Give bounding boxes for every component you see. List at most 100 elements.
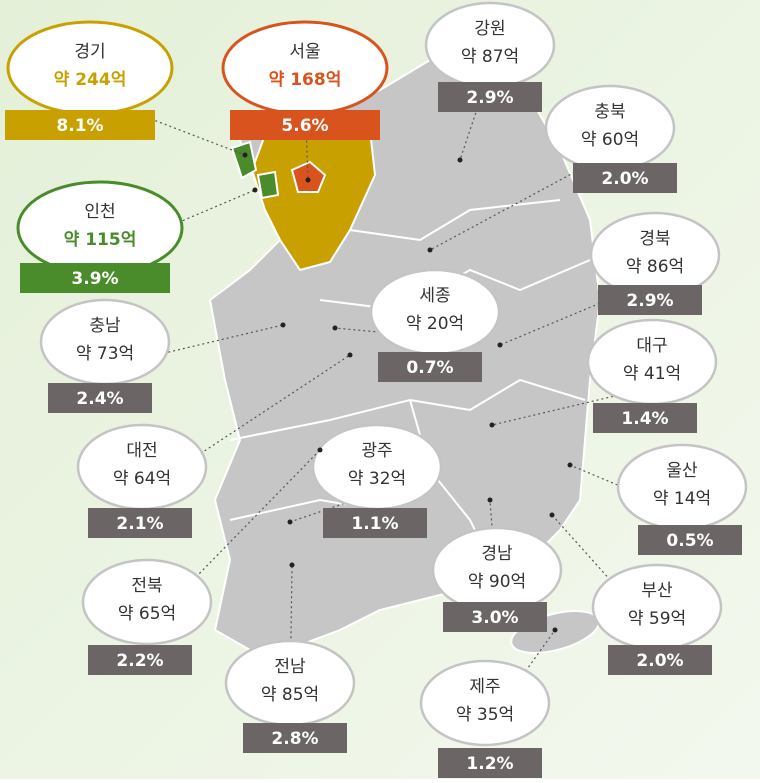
target-dot xyxy=(242,152,248,158)
share-box xyxy=(243,723,347,753)
share-box xyxy=(48,383,152,413)
border xyxy=(229,378,586,441)
region-share: 3.0% xyxy=(471,608,518,628)
region-name: 충남 xyxy=(89,316,121,336)
share-box xyxy=(20,263,170,293)
region-amount: 약 115억 xyxy=(64,229,137,250)
region-share: 8.1% xyxy=(56,116,103,136)
region-share: 2.2% xyxy=(116,651,163,671)
region-name: 대구 xyxy=(636,336,667,356)
share-box xyxy=(438,82,542,112)
target-dot xyxy=(332,325,338,331)
target-dot xyxy=(287,519,293,525)
region-amount: 약 65억 xyxy=(118,604,176,624)
region-share: 2.0% xyxy=(601,169,648,189)
label-bubble xyxy=(589,211,721,299)
share-box xyxy=(573,163,677,193)
share-box xyxy=(593,403,697,433)
region-name: 인천 xyxy=(84,202,115,222)
share-box xyxy=(638,525,742,555)
share-box xyxy=(323,508,427,538)
leader-line xyxy=(99,189,256,257)
callouts: 경기약 244억 8.1% 서울약 168억 5.6% 인천약 115억 3.9% 강원약 … xyxy=(5,1,748,778)
target-dot xyxy=(487,497,493,503)
label-bubble xyxy=(311,423,443,511)
target-dot xyxy=(252,187,258,193)
region-share: 2.1% xyxy=(116,514,163,534)
label-bubble xyxy=(431,526,563,614)
region-name: 울산 xyxy=(666,461,698,481)
region-share: 1.2% xyxy=(466,754,513,774)
share-box xyxy=(88,645,192,675)
label-bubble xyxy=(591,563,723,651)
share-box xyxy=(608,645,712,675)
region-name: 대전 xyxy=(126,441,157,461)
region-name: 경북 xyxy=(639,229,670,249)
region-name: 경기 xyxy=(74,42,105,62)
label-bubble xyxy=(419,659,551,747)
region-amount: 약 86억 xyxy=(626,257,684,277)
region-share: 2.8% xyxy=(271,729,318,749)
label-bubble xyxy=(224,639,356,727)
target-dot xyxy=(489,422,495,428)
leader-line xyxy=(289,564,293,709)
region-amount: 약 35억 xyxy=(456,705,514,725)
label-bubble xyxy=(544,84,676,172)
region-share: 0.5% xyxy=(666,531,713,551)
region-name: 제주 xyxy=(469,677,500,697)
region-share: 2.9% xyxy=(626,291,673,311)
border xyxy=(349,199,561,242)
region-amount: 약 64억 xyxy=(113,469,171,489)
target-dot xyxy=(280,322,286,328)
leader-line xyxy=(499,279,656,346)
target-dot xyxy=(289,562,295,568)
leader-line xyxy=(429,152,611,251)
target-dot xyxy=(317,447,323,453)
region-amount: 약 87억 xyxy=(461,47,519,67)
region-amount: 약 32억 xyxy=(348,469,406,489)
target-dot xyxy=(457,157,463,163)
region-share: 1.4% xyxy=(621,409,668,429)
region-amount: 약 60억 xyxy=(581,130,639,150)
region-amount: 약 14억 xyxy=(653,489,711,509)
region-amount: 약 73억 xyxy=(76,344,134,364)
incheon-area xyxy=(230,140,258,180)
region-amount: 약 20억 xyxy=(406,314,464,334)
label-bubble xyxy=(616,443,748,531)
label-bubble xyxy=(39,298,171,386)
region-share: 1.1% xyxy=(351,514,398,534)
region-amount: 약 90억 xyxy=(468,572,526,592)
label-bubble xyxy=(6,20,174,116)
region-share: 5.6% xyxy=(281,116,328,136)
region-share: 2.0% xyxy=(636,651,683,671)
region-amount: 약 168억 xyxy=(269,69,342,90)
seoul-area xyxy=(290,160,327,193)
label-bubble xyxy=(369,268,501,356)
label-bubble xyxy=(81,558,213,646)
target-dot xyxy=(427,247,433,253)
label-bubble xyxy=(424,1,556,89)
region-name: 충북 xyxy=(594,102,625,122)
target-dot xyxy=(567,462,573,468)
share-box xyxy=(438,748,542,778)
region-amount: 약 41억 xyxy=(623,364,681,384)
region-amount: 약 85억 xyxy=(261,685,319,705)
target-dot xyxy=(497,342,503,348)
region-name: 부산 xyxy=(641,581,673,601)
region-name: 경남 xyxy=(481,544,513,564)
label-bubble xyxy=(16,180,184,276)
share-box xyxy=(443,602,547,632)
region-name: 전남 xyxy=(274,657,306,677)
target-dot xyxy=(347,352,353,358)
label-bubble xyxy=(221,20,389,116)
region-name: 서울 xyxy=(289,42,320,62)
share-box xyxy=(230,110,380,140)
region-amount: 약 244억 xyxy=(54,69,127,90)
region-name: 세종 xyxy=(419,286,450,306)
leader-line xyxy=(304,95,309,181)
share-box xyxy=(598,285,702,315)
region-amount: 약 59억 xyxy=(628,609,686,629)
share-box xyxy=(5,110,155,140)
region-share: 2.4% xyxy=(76,389,123,409)
